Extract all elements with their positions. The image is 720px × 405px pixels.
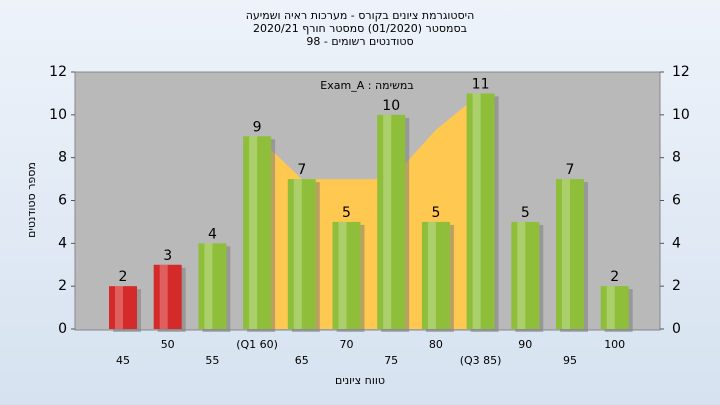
bar-highlight [293,179,302,329]
bar-highlight [159,264,168,329]
bar [511,221,540,329]
bar-highlight [472,93,481,330]
x-tick-label: 80 [429,338,443,351]
y2-tick-label: 6 [672,193,681,209]
y-tick-label: 2 [58,278,67,294]
chart-title: היסטוגרמת ציונים בקורס - מערכות ראיה ושמ… [246,9,475,22]
data-label: 9 [253,119,262,135]
bar-highlight [562,179,570,329]
y2-tick-label: 0 [672,321,681,337]
data-label: 5 [431,205,440,221]
data-label: 7 [297,162,306,178]
x-tick-label: 50 [161,338,175,351]
data-label: 11 [472,76,490,92]
chart-subtitle: סטודנטים רשומים - 98 [306,35,413,48]
y-tick-label: 12 [49,64,67,80]
data-label: 4 [208,226,217,242]
x-tick-label: 70 [340,338,354,351]
y-tick-label: 10 [49,107,67,123]
bar [421,221,450,329]
bar [287,179,316,329]
x-axis-label: טווח ציונים [335,374,385,387]
bar [377,114,406,329]
data-label: 7 [566,162,575,178]
bar [600,286,629,329]
y-tick-label: 4 [58,235,67,251]
x-tick-label: 95 [563,354,577,367]
data-label: 10 [382,98,400,114]
y2-tick-label: 2 [672,278,681,294]
y2-tick-label: 4 [672,235,681,251]
data-label: 2 [610,269,619,285]
y2-tick-label: 10 [672,107,690,123]
bar [556,179,584,329]
bar-highlight [249,136,258,329]
y2-tick-label: 12 [672,64,690,80]
chart-subtitle: בסמסטר (01/2020) סמסטר חורף 2020/21 [253,22,467,35]
x-tick-label: 55 [205,354,219,367]
bar [153,264,182,329]
x-tick-label: 45 [116,354,130,367]
bar [332,221,361,329]
x-tick-label: 100 [604,338,625,351]
bar-highlight [204,243,213,329]
y-tick-label: 8 [58,150,67,166]
bar-highlight [383,114,392,329]
data-label: 3 [163,248,172,264]
data-label: 2 [119,269,128,285]
bar-highlight [115,286,123,329]
bar [109,286,137,329]
bar [243,136,272,329]
annotation: במשימה : Exam_A [320,79,413,92]
bar [466,93,495,330]
bar [198,243,227,329]
x-tick-label: 90 [518,338,532,351]
x-tick-label: 65 [295,354,309,367]
y2-tick-label: 8 [672,150,681,166]
y-axis-label: מספר סטודנטים [25,162,38,238]
data-label: 5 [521,205,530,221]
y-tick-label: 0 [58,321,67,337]
bar-highlight [338,221,347,329]
x-tick-label: (Q1 60) [236,338,278,351]
bar-highlight [427,221,436,329]
bar-highlight [606,286,615,329]
data-label: 5 [342,205,351,221]
y-tick-label: 6 [58,193,67,209]
x-tick-label: 75 [384,354,398,367]
bar-highlight [517,221,526,329]
x-tick-label: (Q3 85) [460,354,502,367]
